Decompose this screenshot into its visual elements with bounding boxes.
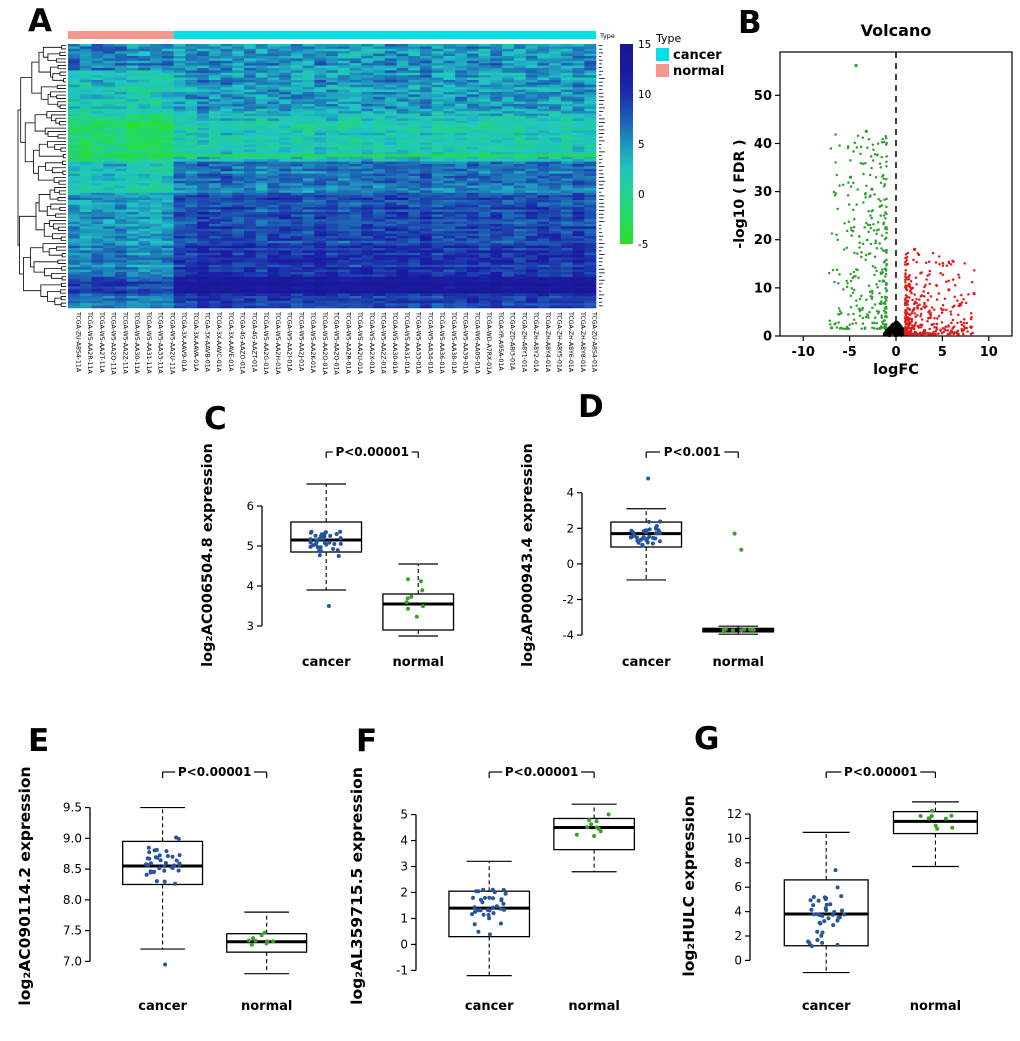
panel-d-boxplot: -4 -2 0 2 4 log₂AP000943.4 expression cancer no… [512,392,812,706]
panel-f-boxplot: -1 0 1 2 3 4 5 log₂AL359715.5 expression cancer n… [342,722,672,1040]
svg-text:Type: Type [599,32,615,40]
panel-g-boxplot: 0 2 4 6 8 10 12 log₂HULC expression cancer normal… [672,722,1020,1040]
panel-a-heatmap: Type TCGA-ZU-A8S4-11A TCGA-W5-AA2R-11A TCGA… [8,2,732,406]
panel-c-boxplot: 3 4 5 6 log₂AC006504.8 expression cancer norma… [192,404,492,706]
panel-a-letter: A [28,3,52,39]
panel-g-letter: G [694,721,720,757]
panel-d-letter: D [578,389,604,425]
panel-c-letter: C [204,401,227,437]
panel-f-letter: F [356,723,378,759]
panel-e-letter: E [28,723,50,759]
panel-e-boxplot: 7.0 7.5 8.0 8.5 9.0 9.5 log₂AC090114.2 express… [8,722,344,1040]
panel-b-volcano: Volcano -10 -5 0 5 10 logFC 0 10 20 30 40 50 -log10 (… [730,2,1020,406]
panel-b-letter: B [738,5,762,41]
